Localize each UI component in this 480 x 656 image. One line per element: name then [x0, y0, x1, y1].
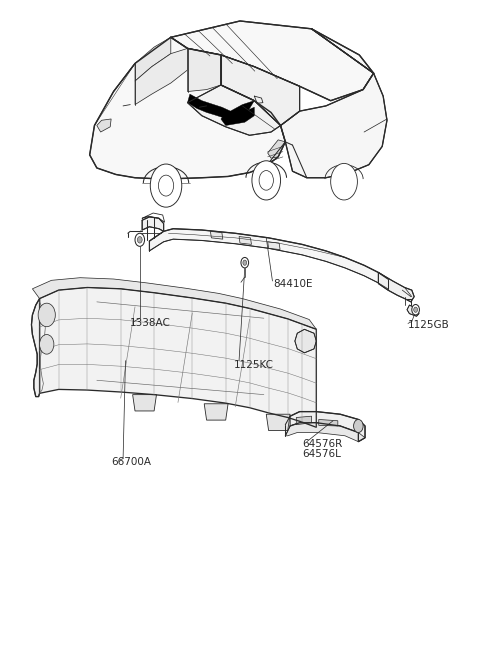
Circle shape: [38, 303, 55, 327]
Polygon shape: [295, 329, 316, 353]
Text: 64576L: 64576L: [302, 449, 341, 459]
Text: 1125KC: 1125KC: [234, 360, 274, 370]
Circle shape: [158, 175, 174, 196]
Polygon shape: [296, 416, 312, 424]
Polygon shape: [97, 119, 111, 132]
Polygon shape: [221, 107, 254, 125]
Polygon shape: [239, 237, 252, 245]
Circle shape: [243, 260, 247, 265]
Polygon shape: [188, 94, 254, 120]
Circle shape: [150, 164, 182, 207]
Polygon shape: [32, 298, 39, 397]
Circle shape: [354, 419, 363, 432]
Polygon shape: [90, 37, 285, 179]
Text: 1125GB: 1125GB: [408, 319, 450, 330]
Polygon shape: [378, 272, 414, 302]
Circle shape: [414, 307, 418, 312]
Polygon shape: [132, 395, 156, 411]
Polygon shape: [210, 232, 223, 239]
Polygon shape: [171, 21, 373, 100]
Polygon shape: [285, 422, 365, 441]
Polygon shape: [33, 277, 316, 329]
Circle shape: [137, 237, 142, 243]
Polygon shape: [188, 49, 221, 92]
Polygon shape: [37, 287, 316, 427]
Polygon shape: [266, 414, 290, 430]
Circle shape: [259, 171, 274, 190]
Polygon shape: [142, 217, 164, 232]
Circle shape: [412, 304, 420, 315]
Circle shape: [135, 234, 144, 247]
Polygon shape: [268, 242, 280, 250]
Text: 84410E: 84410E: [274, 279, 313, 289]
Polygon shape: [268, 140, 285, 158]
Polygon shape: [290, 411, 365, 441]
Polygon shape: [281, 29, 387, 178]
Polygon shape: [135, 37, 171, 81]
Polygon shape: [188, 85, 281, 135]
Text: 64576R: 64576R: [302, 440, 342, 449]
Circle shape: [39, 335, 54, 354]
Polygon shape: [149, 229, 388, 289]
Text: 1338AC: 1338AC: [130, 318, 171, 329]
Circle shape: [331, 163, 358, 200]
Polygon shape: [221, 55, 300, 125]
Polygon shape: [407, 305, 419, 316]
Polygon shape: [319, 419, 338, 426]
Circle shape: [252, 161, 281, 200]
Text: 66700A: 66700A: [111, 457, 151, 467]
Circle shape: [241, 257, 249, 268]
Polygon shape: [135, 49, 188, 104]
Polygon shape: [204, 404, 228, 420]
